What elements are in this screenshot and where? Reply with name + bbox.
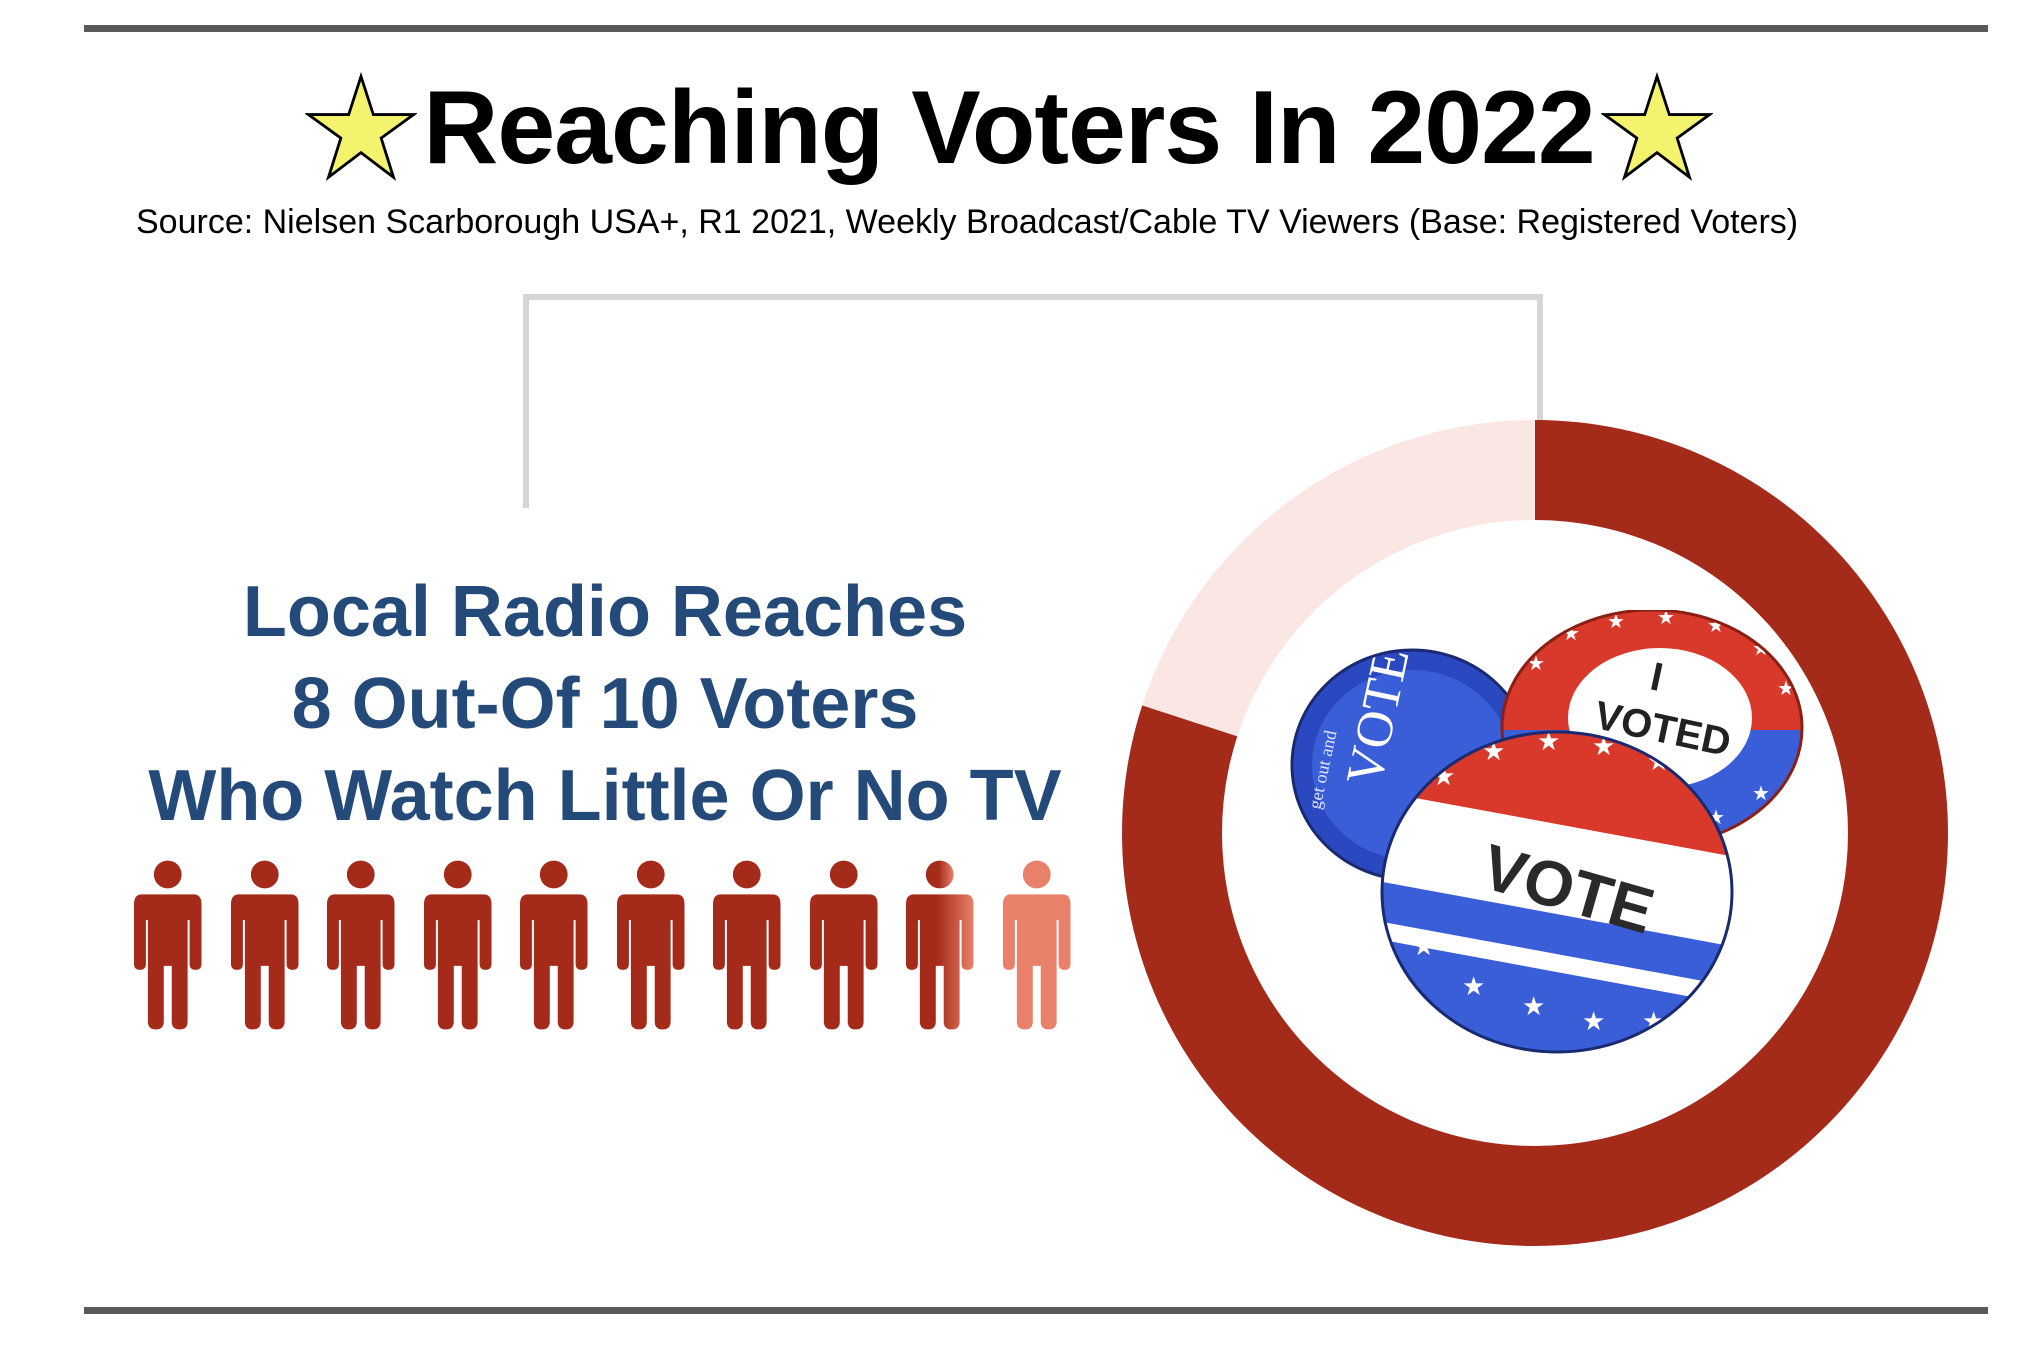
star-shape <box>1600 72 1713 182</box>
headline: Local Radio Reaches 8 Out-Of 10 Voters W… <box>60 566 1150 842</box>
svg-text:★: ★ <box>1582 1006 1605 1036</box>
source-note: Source: Nielsen Scarborough USA+, R1 202… <box>136 203 1799 241</box>
person-icon-reached <box>616 860 685 1030</box>
person-icon-reached <box>809 860 878 1030</box>
vote-buttons-illustration: VOTE get out and I VOTED ★★★ ★★★ ★★★ ★★★ <box>1262 608 1822 1070</box>
person-icon-reached <box>326 860 395 1030</box>
donut-chart <box>1122 420 1948 1246</box>
star-icon <box>1600 72 1713 182</box>
svg-text:★: ★ <box>1607 611 1625 633</box>
headline-line-1: Local Radio Reaches <box>242 572 968 652</box>
svg-text:★: ★ <box>1657 610 1675 629</box>
person-icon-reached <box>230 860 299 1030</box>
front-vote-button: VOTE ★★★ ★★★ ★★★ ★★ <box>1382 726 1732 1052</box>
donut-slice-not-reached <box>1142 420 1535 737</box>
bottom-rule <box>84 1307 1988 1314</box>
person-icon-not-reached <box>1002 860 1071 1030</box>
connector-line <box>523 294 1543 508</box>
person-icon-reached <box>519 860 588 1030</box>
headline-line-3: Who Watch Little Or No TV <box>148 756 1062 836</box>
person-icon-partial <box>905 860 974 1030</box>
voter-pictogram <box>132 860 1072 1030</box>
headline-line-2: 8 Out-Of 10 Voters <box>291 664 919 744</box>
person-icon-reached <box>712 860 781 1030</box>
svg-text:★: ★ <box>1527 653 1545 675</box>
person-icon-reached <box>133 860 202 1030</box>
svg-text:★: ★ <box>1412 931 1435 961</box>
svg-text:★: ★ <box>1522 991 1545 1021</box>
svg-text:★: ★ <box>1462 971 1485 1001</box>
vote-buttons-art: VOTE get out and I VOTED ★★★ ★★★ ★★★ ★★★ <box>1290 608 1804 1054</box>
svg-text:★: ★ <box>1752 783 1770 805</box>
donut-svg <box>1122 420 1948 1246</box>
svg-text:★: ★ <box>1537 726 1560 756</box>
person-icon-reached <box>423 860 492 1030</box>
title-row: Reaching Voters In 2022 <box>0 72 2018 184</box>
star-icon <box>305 72 418 182</box>
star-shape <box>305 72 418 182</box>
page-title: Reaching Voters In 2022 <box>423 70 1596 186</box>
top-rule <box>84 25 1988 32</box>
